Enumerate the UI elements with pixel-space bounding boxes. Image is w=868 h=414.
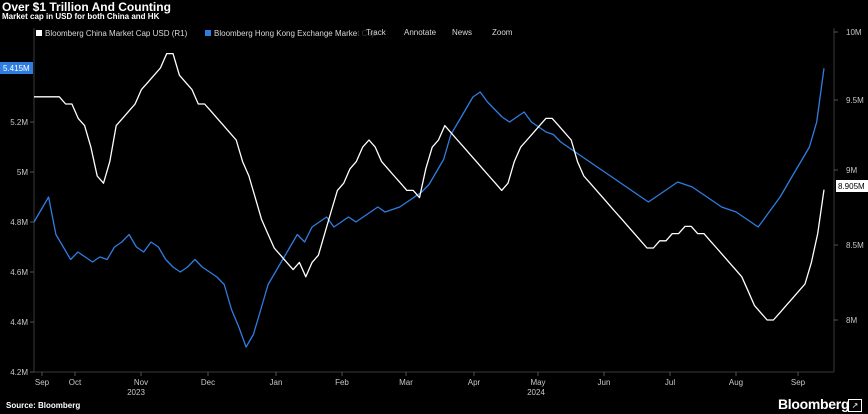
series-line-hk	[33, 68, 825, 348]
legend-swatch-hk	[205, 30, 211, 36]
x-tick-label: Apr	[468, 378, 481, 387]
left-tick-label: 4.2M	[10, 368, 28, 377]
right-tick-label: 10M	[846, 28, 862, 37]
right-tick-label: 8.5M	[846, 241, 864, 250]
last-value-hk: 5.415M	[3, 64, 30, 73]
x-year-label: 2023	[127, 388, 145, 397]
toolbar-news-button[interactable]: News	[452, 28, 472, 37]
legend-label-hk: Bloomberg Hong Kong Exchange Market Cap	[214, 29, 377, 38]
right-tick-label: 9.5M	[846, 96, 864, 105]
series-line-china	[34, 52, 825, 321]
chart-title: Over $1 Trillion And Counting	[2, 0, 171, 14]
chart-toolbar: Track Annotate News Zoom	[357, 26, 517, 38]
bloomberg-logo: Bloomberg	[778, 396, 850, 412]
x-tick-label: Oct	[69, 378, 82, 387]
x-tick-label: Jun	[598, 378, 611, 387]
last-value-tag-china: 8.905M	[836, 180, 868, 192]
x-tick-label: Dec	[201, 378, 215, 387]
left-tick-label: 4.4M	[10, 318, 28, 327]
right-tick-label: 9M	[846, 166, 857, 175]
toolbar-track-button[interactable]: Track	[366, 28, 387, 37]
left-tick-label: 4.8M	[10, 218, 28, 227]
legend-label-china: Bloomberg China Market Cap USD (R1)	[45, 29, 188, 38]
series-layer	[33, 52, 825, 348]
chart-subtitle: Market cap in USD for both China and HK	[2, 12, 160, 21]
toolbar-zoom-button[interactable]: Zoom	[492, 28, 513, 37]
toolbar-annotate-button[interactable]: Annotate	[404, 28, 437, 37]
x-tick-label: May	[530, 378, 545, 387]
left-tick-label: 5.2M	[10, 118, 28, 127]
last-value-tag-hk: 5.415M	[0, 62, 33, 74]
x-tick-label: Mar	[399, 378, 413, 387]
right-tick-label: 8M	[846, 316, 857, 325]
expand-icon[interactable]: ↗	[848, 399, 862, 412]
last-value-tag-hk-bg	[0, 62, 33, 74]
x-year-label: 2024	[527, 388, 545, 397]
last-value-tag-china-bg	[836, 180, 868, 192]
x-tick-label: Nov	[134, 378, 148, 387]
toolbar-background	[357, 26, 517, 38]
x-tick-label: Aug	[729, 378, 743, 387]
last-value-china: 8.905M	[838, 182, 865, 191]
x-tick-label: Sep	[35, 378, 50, 387]
x-axis-ticks: Sep Oct Nov Dec Jan Feb Mar Apr May Jun Jul Aug Sep 2…	[35, 372, 806, 397]
x-tick-label: Sep	[791, 378, 806, 387]
right-axis-ticks: 8M 8.5M 9M 9.5M 10M	[834, 28, 864, 325]
x-tick-label: Jan	[270, 378, 283, 387]
x-tick-label: Feb	[335, 378, 349, 387]
left-tick-label: 4.6M	[10, 268, 28, 277]
left-tick-label: 5M	[17, 168, 28, 177]
left-axis-ticks: 4.2M 4.4M 4.6M 4.8M 5M 5.2M	[10, 118, 34, 377]
legend-swatch-china	[36, 30, 42, 36]
source-note: Source: Bloomberg	[6, 401, 81, 410]
x-tick-label: Jul	[665, 378, 675, 387]
